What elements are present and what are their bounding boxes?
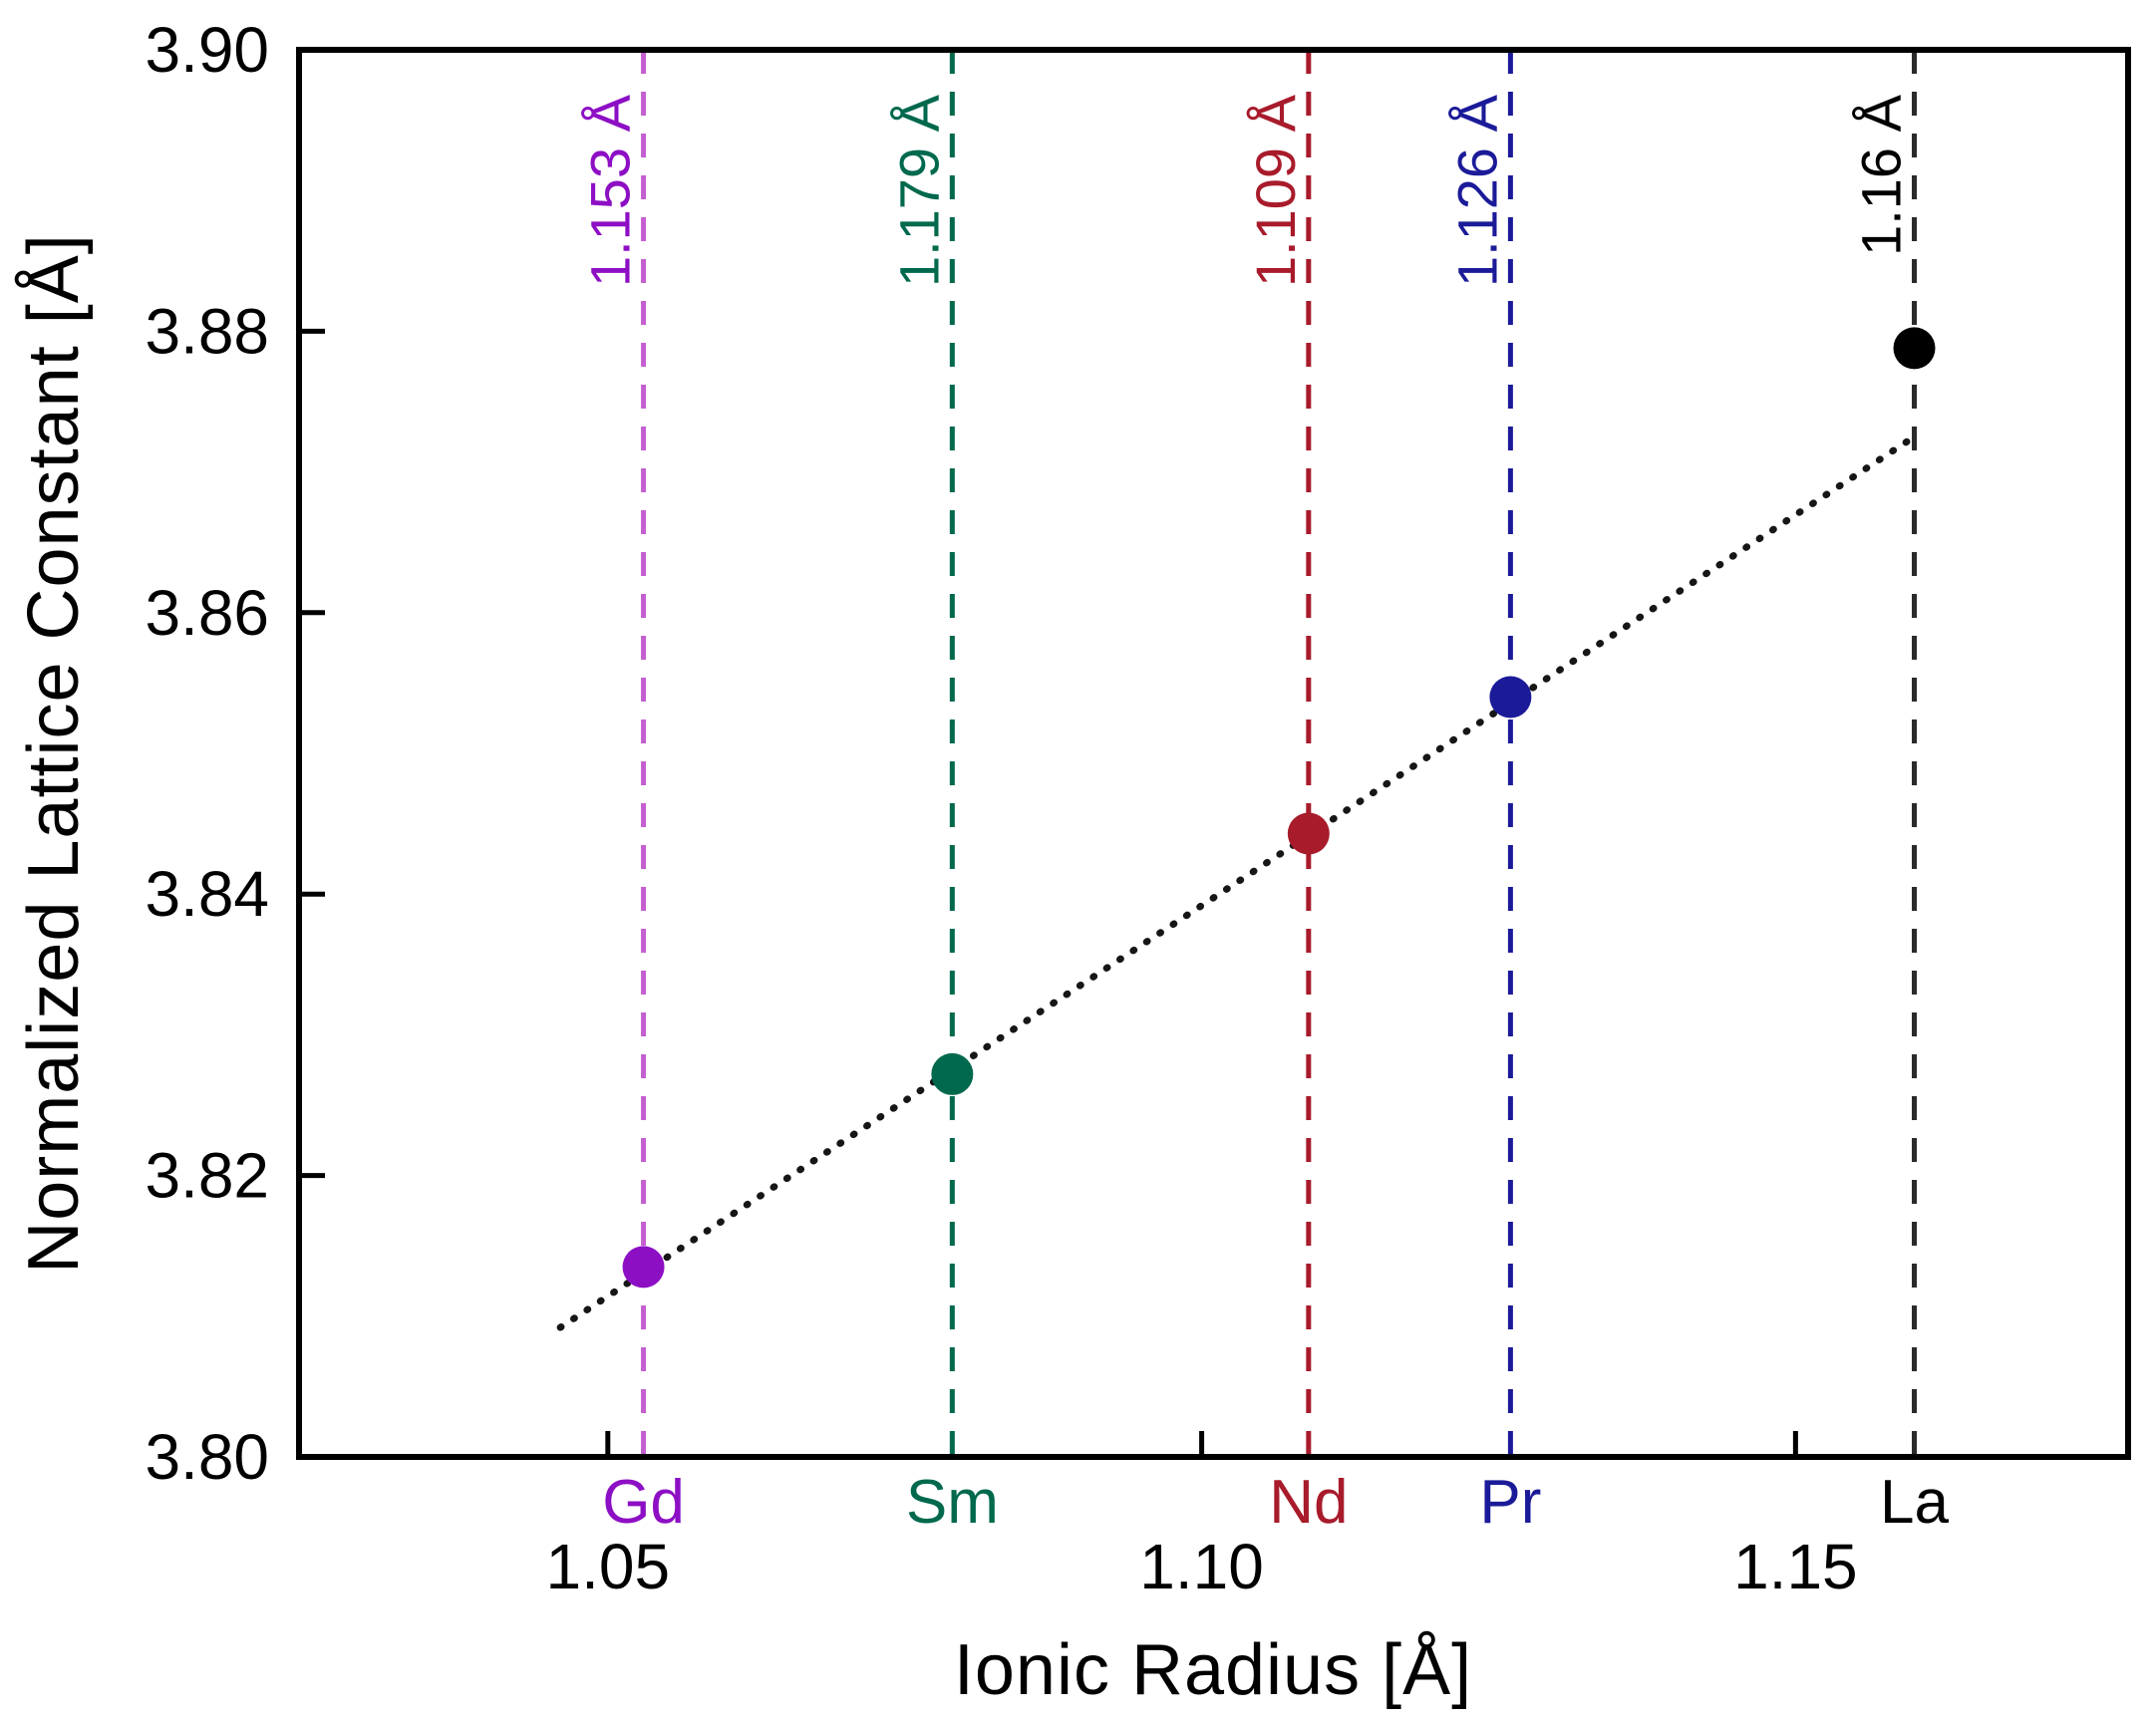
element-label-gd: Gd xyxy=(602,1468,685,1537)
radius-label-pr: 1.126 Å xyxy=(1445,94,1508,287)
trend-line xyxy=(556,432,1919,1331)
point-nd xyxy=(1287,812,1330,855)
element-label-nd: Nd xyxy=(1269,1468,1348,1537)
y-axis-title: Normalized Lattice Constant [Å] xyxy=(14,233,94,1273)
y-tick-label: 3.86 xyxy=(145,577,269,649)
plot-frame xyxy=(296,47,2131,1460)
plot-area: 3.80 3.82 3.84 3.86 3.88 3.90 1.05 1.10 1.15 Gd 1.… xyxy=(145,14,2131,1602)
y-tick-label: 3.80 xyxy=(145,1421,269,1493)
element-label-la: La xyxy=(1880,1468,1949,1537)
y-tick-label: 3.82 xyxy=(145,1140,269,1212)
point-pr xyxy=(1489,676,1532,719)
point-sm xyxy=(931,1052,974,1095)
x-tick-label: 1.05 xyxy=(546,1531,671,1602)
y-tick-label: 3.88 xyxy=(145,295,269,367)
radius-label-la: 1.16 Å xyxy=(1850,94,1913,256)
point-gd xyxy=(622,1246,665,1289)
point-la xyxy=(1893,327,1936,370)
radius-label-gd: 1.153 Å xyxy=(579,94,642,287)
x-tick-label: 1.10 xyxy=(1139,1531,1264,1602)
element-label-pr: Pr xyxy=(1479,1468,1541,1537)
x-tick-label: 1.15 xyxy=(1733,1531,1858,1602)
x-axis-title: Ionic Radius [Å] xyxy=(954,1630,1472,1710)
radius-label-sm: 1.179 Å xyxy=(887,94,950,287)
radius-label-nd: 1.109 Å xyxy=(1244,94,1307,287)
element-label-sm: Sm xyxy=(906,1468,999,1537)
y-tick-label: 3.90 xyxy=(145,14,269,86)
y-tick-label: 3.84 xyxy=(145,858,269,930)
